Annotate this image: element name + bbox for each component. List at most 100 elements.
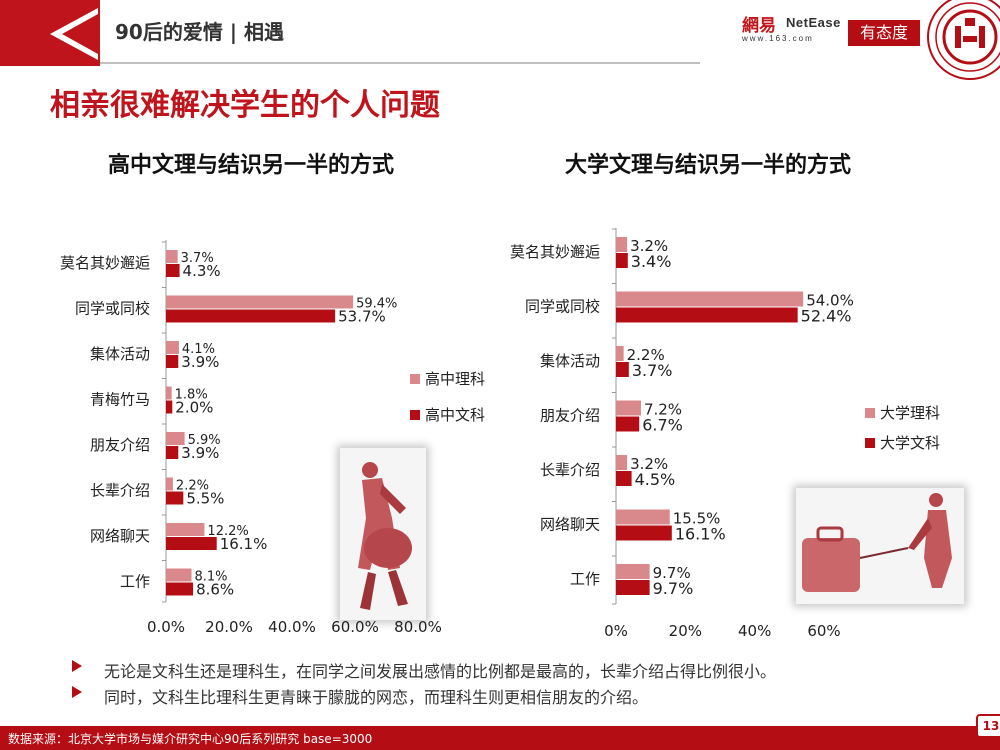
chart-title-university: 大学文理与结识另一半的方式 bbox=[565, 153, 852, 178]
bar-science bbox=[616, 346, 624, 361]
bar-liberal-arts bbox=[166, 309, 336, 323]
data-label: 52.4% bbox=[801, 307, 852, 326]
bar-science bbox=[166, 295, 354, 309]
data-label: 15.5% bbox=[673, 510, 721, 528]
legend-swatch bbox=[865, 408, 875, 418]
triangle-bullet-icon bbox=[72, 660, 82, 672]
bar-science bbox=[616, 237, 628, 252]
data-label: 3.2% bbox=[630, 237, 668, 255]
legend-swatch bbox=[410, 410, 420, 420]
data-label: 2.0% bbox=[175, 399, 213, 417]
data-label: 8.1% bbox=[195, 570, 228, 585]
data-source: 数据来源：北京大学市场与媒介研究中心90后系列研究 base=3000 bbox=[8, 732, 373, 746]
bullet-text: 无论是文科生还是理科生，在同学之间发展出感情的比例都是最高的，长辈介绍占得比例很… bbox=[104, 662, 777, 681]
category-label: 工作 bbox=[570, 570, 600, 588]
data-label: 2.2% bbox=[627, 346, 665, 364]
legend-swatch bbox=[865, 438, 875, 448]
chart-title-highschool: 高中文理与结识另一半的方式 bbox=[108, 153, 395, 178]
header-bar: 90后的爱情 | 相遇 bbox=[0, 0, 1000, 66]
data-label: 1.8% bbox=[175, 388, 208, 403]
category-label: 网络聊天 bbox=[540, 516, 600, 534]
bar-liberal-arts bbox=[616, 471, 632, 486]
x-tick-label: 40% bbox=[738, 622, 771, 640]
data-label: 5.5% bbox=[186, 490, 224, 508]
bar-science bbox=[166, 477, 173, 491]
category-label: 莫名其妙邂逅 bbox=[510, 243, 600, 261]
man-with-bag-icon bbox=[358, 462, 412, 610]
data-label: 9.7% bbox=[653, 579, 694, 598]
data-label: 16.1% bbox=[675, 525, 726, 544]
category-label: 工作 bbox=[120, 573, 150, 591]
bar-liberal-arts bbox=[616, 416, 640, 432]
bar-liberal-arts bbox=[166, 491, 184, 505]
bar-liberal-arts bbox=[166, 400, 173, 414]
triangle-bullet-icon bbox=[72, 686, 82, 698]
legend-label: 大学理科 bbox=[880, 404, 940, 422]
x-tick-label: 20.0% bbox=[205, 618, 253, 636]
bar-science bbox=[166, 341, 179, 354]
main-title: 相亲很难解决学生的个人问题 bbox=[50, 88, 440, 123]
header-red-shape-icon bbox=[0, 0, 100, 66]
bar-science bbox=[616, 564, 650, 579]
bar-science bbox=[166, 568, 192, 582]
category-label: 朋友介绍 bbox=[540, 407, 600, 425]
bar-liberal-arts bbox=[166, 446, 179, 459]
footer-bar: 数据来源：北京大学市场与媒介研究中心90后系列研究 base=3000 bbox=[0, 726, 1000, 750]
category-label: 集体活动 bbox=[540, 352, 600, 370]
data-label: 3.7% bbox=[632, 361, 673, 380]
data-label: 4.3% bbox=[183, 262, 221, 280]
bar-liberal-arts bbox=[166, 264, 180, 277]
category-label: 网络聊天 bbox=[90, 527, 150, 545]
category-label: 同学或同校 bbox=[525, 298, 600, 316]
legend-swatch bbox=[410, 374, 420, 384]
category-label: 同学或同校 bbox=[75, 300, 150, 318]
bar-science bbox=[166, 250, 178, 263]
category-label: 集体活动 bbox=[90, 345, 150, 363]
x-tick-label: 80.0% bbox=[394, 618, 442, 636]
data-label: 9.7% bbox=[653, 564, 691, 582]
bullet-text: 同时，文科生比理科生更青睐于朦胧的网恋，而理科生则更相信朋友的介绍。 bbox=[104, 688, 649, 707]
bar-science bbox=[616, 455, 628, 470]
data-label: 54.0% bbox=[806, 292, 854, 310]
x-tick-label: 0.0% bbox=[147, 618, 185, 636]
data-label: 4.5% bbox=[635, 470, 676, 489]
bar-science bbox=[616, 509, 670, 525]
woman-with-suitcase-icon bbox=[802, 493, 952, 592]
x-tick-label: 40.0% bbox=[268, 618, 316, 636]
bar-liberal-arts bbox=[616, 362, 629, 377]
data-label: 3.2% bbox=[630, 455, 668, 473]
bar-science bbox=[616, 291, 804, 307]
x-tick-label: 60% bbox=[807, 622, 840, 640]
netease-logo-en: NetEase bbox=[786, 15, 841, 30]
x-tick-label: 60.0% bbox=[331, 618, 379, 636]
data-label: 6.7% bbox=[642, 416, 683, 435]
legend-label: 大学文科 bbox=[880, 434, 940, 452]
bar-science bbox=[166, 523, 205, 536]
bar-liberal-arts bbox=[616, 525, 672, 541]
data-label: 59.4% bbox=[356, 297, 397, 312]
data-label: 3.4% bbox=[631, 252, 672, 271]
data-label: 5.9% bbox=[188, 433, 221, 448]
bar-science bbox=[166, 386, 172, 400]
page-number: 13 bbox=[976, 714, 1000, 738]
bar-liberal-arts bbox=[166, 582, 194, 596]
data-label: 7.2% bbox=[644, 401, 682, 419]
data-label: 53.7% bbox=[338, 308, 386, 326]
x-tick-label: 0% bbox=[604, 622, 628, 640]
legend-label: 高中理科 bbox=[425, 370, 485, 388]
category-label: 朋友介绍 bbox=[90, 436, 150, 454]
bar-liberal-arts bbox=[616, 307, 798, 323]
category-label: 青梅竹马 bbox=[90, 391, 150, 409]
data-label: 3.9% bbox=[181, 444, 219, 462]
bar-liberal-arts bbox=[616, 253, 628, 268]
netease-logo-url: www.163.com bbox=[742, 34, 814, 43]
category-label: 长辈介绍 bbox=[540, 461, 600, 479]
bar-liberal-arts bbox=[616, 580, 650, 595]
header-divider bbox=[100, 62, 700, 64]
category-label: 长辈介绍 bbox=[90, 482, 150, 500]
header-title: 90后的爱情 | 相遇 bbox=[115, 20, 285, 44]
netease-logo-cn: 網易 bbox=[742, 16, 776, 36]
peking-university-seal-icon bbox=[927, 0, 1000, 80]
x-tick-label: 20% bbox=[669, 622, 702, 640]
